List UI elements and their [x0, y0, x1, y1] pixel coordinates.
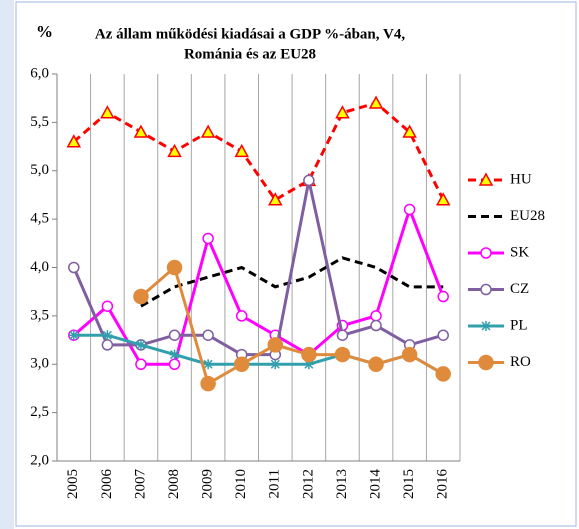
series-marker — [370, 319, 382, 332]
x-tick-label: 2005 — [65, 469, 81, 499]
legend-label: RO — [510, 354, 531, 370]
y-tick-label: 4,0 — [30, 259, 49, 275]
series-marker — [133, 124, 149, 138]
series-marker — [167, 143, 182, 158]
series-marker — [166, 259, 183, 276]
x-tick-label: 2011 — [267, 469, 283, 498]
series-line — [72, 101, 445, 202]
series-line — [140, 256, 444, 308]
series-marker — [368, 356, 384, 372]
legend-marker — [478, 354, 494, 371]
x-tick-label: 2014 — [367, 469, 383, 500]
series-line — [139, 264, 444, 386]
series-marker — [200, 124, 216, 138]
series-marker — [135, 358, 147, 370]
legend-label: SK — [510, 244, 529, 260]
legend-label: PL — [510, 317, 528, 333]
series-marker — [403, 203, 416, 216]
legend-marker — [481, 321, 491, 331]
chart-frame — [15, 1, 577, 527]
series-marker — [169, 349, 180, 360]
series-marker — [368, 95, 384, 109]
series-marker — [68, 330, 79, 341]
series-marker — [437, 290, 449, 303]
y-tick-label: 5,0 — [30, 162, 49, 178]
series-marker — [268, 192, 283, 206]
x-tick-label: 2008 — [166, 469, 182, 499]
y-tick-label: 6,0 — [30, 65, 49, 81]
y-tick-label: 5,5 — [30, 114, 49, 130]
y-tick-label: 2,5 — [30, 404, 49, 420]
x-tick-label: 2016 — [435, 469, 451, 500]
series-marker — [335, 105, 350, 119]
legend-marker — [480, 247, 492, 259]
series-marker — [101, 300, 114, 312]
series-marker — [202, 232, 214, 245]
series-marker — [102, 330, 113, 341]
x-tick-label: 2013 — [334, 469, 350, 499]
series-marker — [270, 359, 281, 370]
x-tick-label: 2012 — [300, 469, 316, 499]
series-marker — [336, 329, 349, 341]
series-marker — [334, 346, 351, 363]
series-marker — [435, 366, 451, 382]
series-marker — [168, 329, 181, 341]
series-marker — [202, 329, 214, 341]
legend-marker — [480, 283, 492, 296]
y-tick-label: 2,0 — [30, 452, 49, 468]
series-marker — [402, 124, 417, 138]
series-line — [72, 204, 445, 366]
series-marker — [168, 358, 181, 370]
legend-marker — [478, 172, 494, 186]
legend-label: EU28 — [510, 208, 545, 224]
series-marker — [435, 192, 451, 206]
legend-label: HU — [510, 171, 532, 187]
y-axis-label: % — [36, 22, 53, 41]
y-tick-label: 3,5 — [30, 307, 49, 323]
series-marker — [135, 339, 146, 350]
series-marker — [233, 356, 250, 372]
series-marker — [267, 337, 284, 353]
series-marker — [234, 143, 249, 158]
y-tick-label: 3,0 — [30, 356, 49, 372]
series-marker — [101, 339, 114, 351]
series-marker — [100, 105, 115, 119]
series-marker — [235, 310, 248, 322]
series-marker — [303, 174, 315, 187]
series-marker — [437, 329, 449, 341]
series-marker — [401, 346, 418, 363]
x-tick-label: 2010 — [233, 469, 249, 499]
legend-label: CZ — [510, 281, 529, 297]
x-tick-label: 2015 — [401, 469, 417, 499]
chart-title: Az állam működési kiadásai a GDP %-ában,… — [95, 26, 405, 42]
chart-title: Románia és az EU28 — [184, 46, 316, 62]
series-marker — [68, 261, 80, 274]
series-marker — [133, 288, 149, 305]
series-marker — [370, 310, 382, 322]
y-tick-label: 4,5 — [30, 211, 49, 227]
x-tick-label: 2007 — [132, 469, 148, 500]
x-tick-label: 2009 — [200, 469, 216, 499]
series-marker — [66, 134, 82, 148]
series-marker — [301, 346, 317, 363]
series-marker — [200, 375, 216, 392]
x-tick-label: 2006 — [99, 469, 115, 500]
frame-edge — [0, 0, 14, 529]
